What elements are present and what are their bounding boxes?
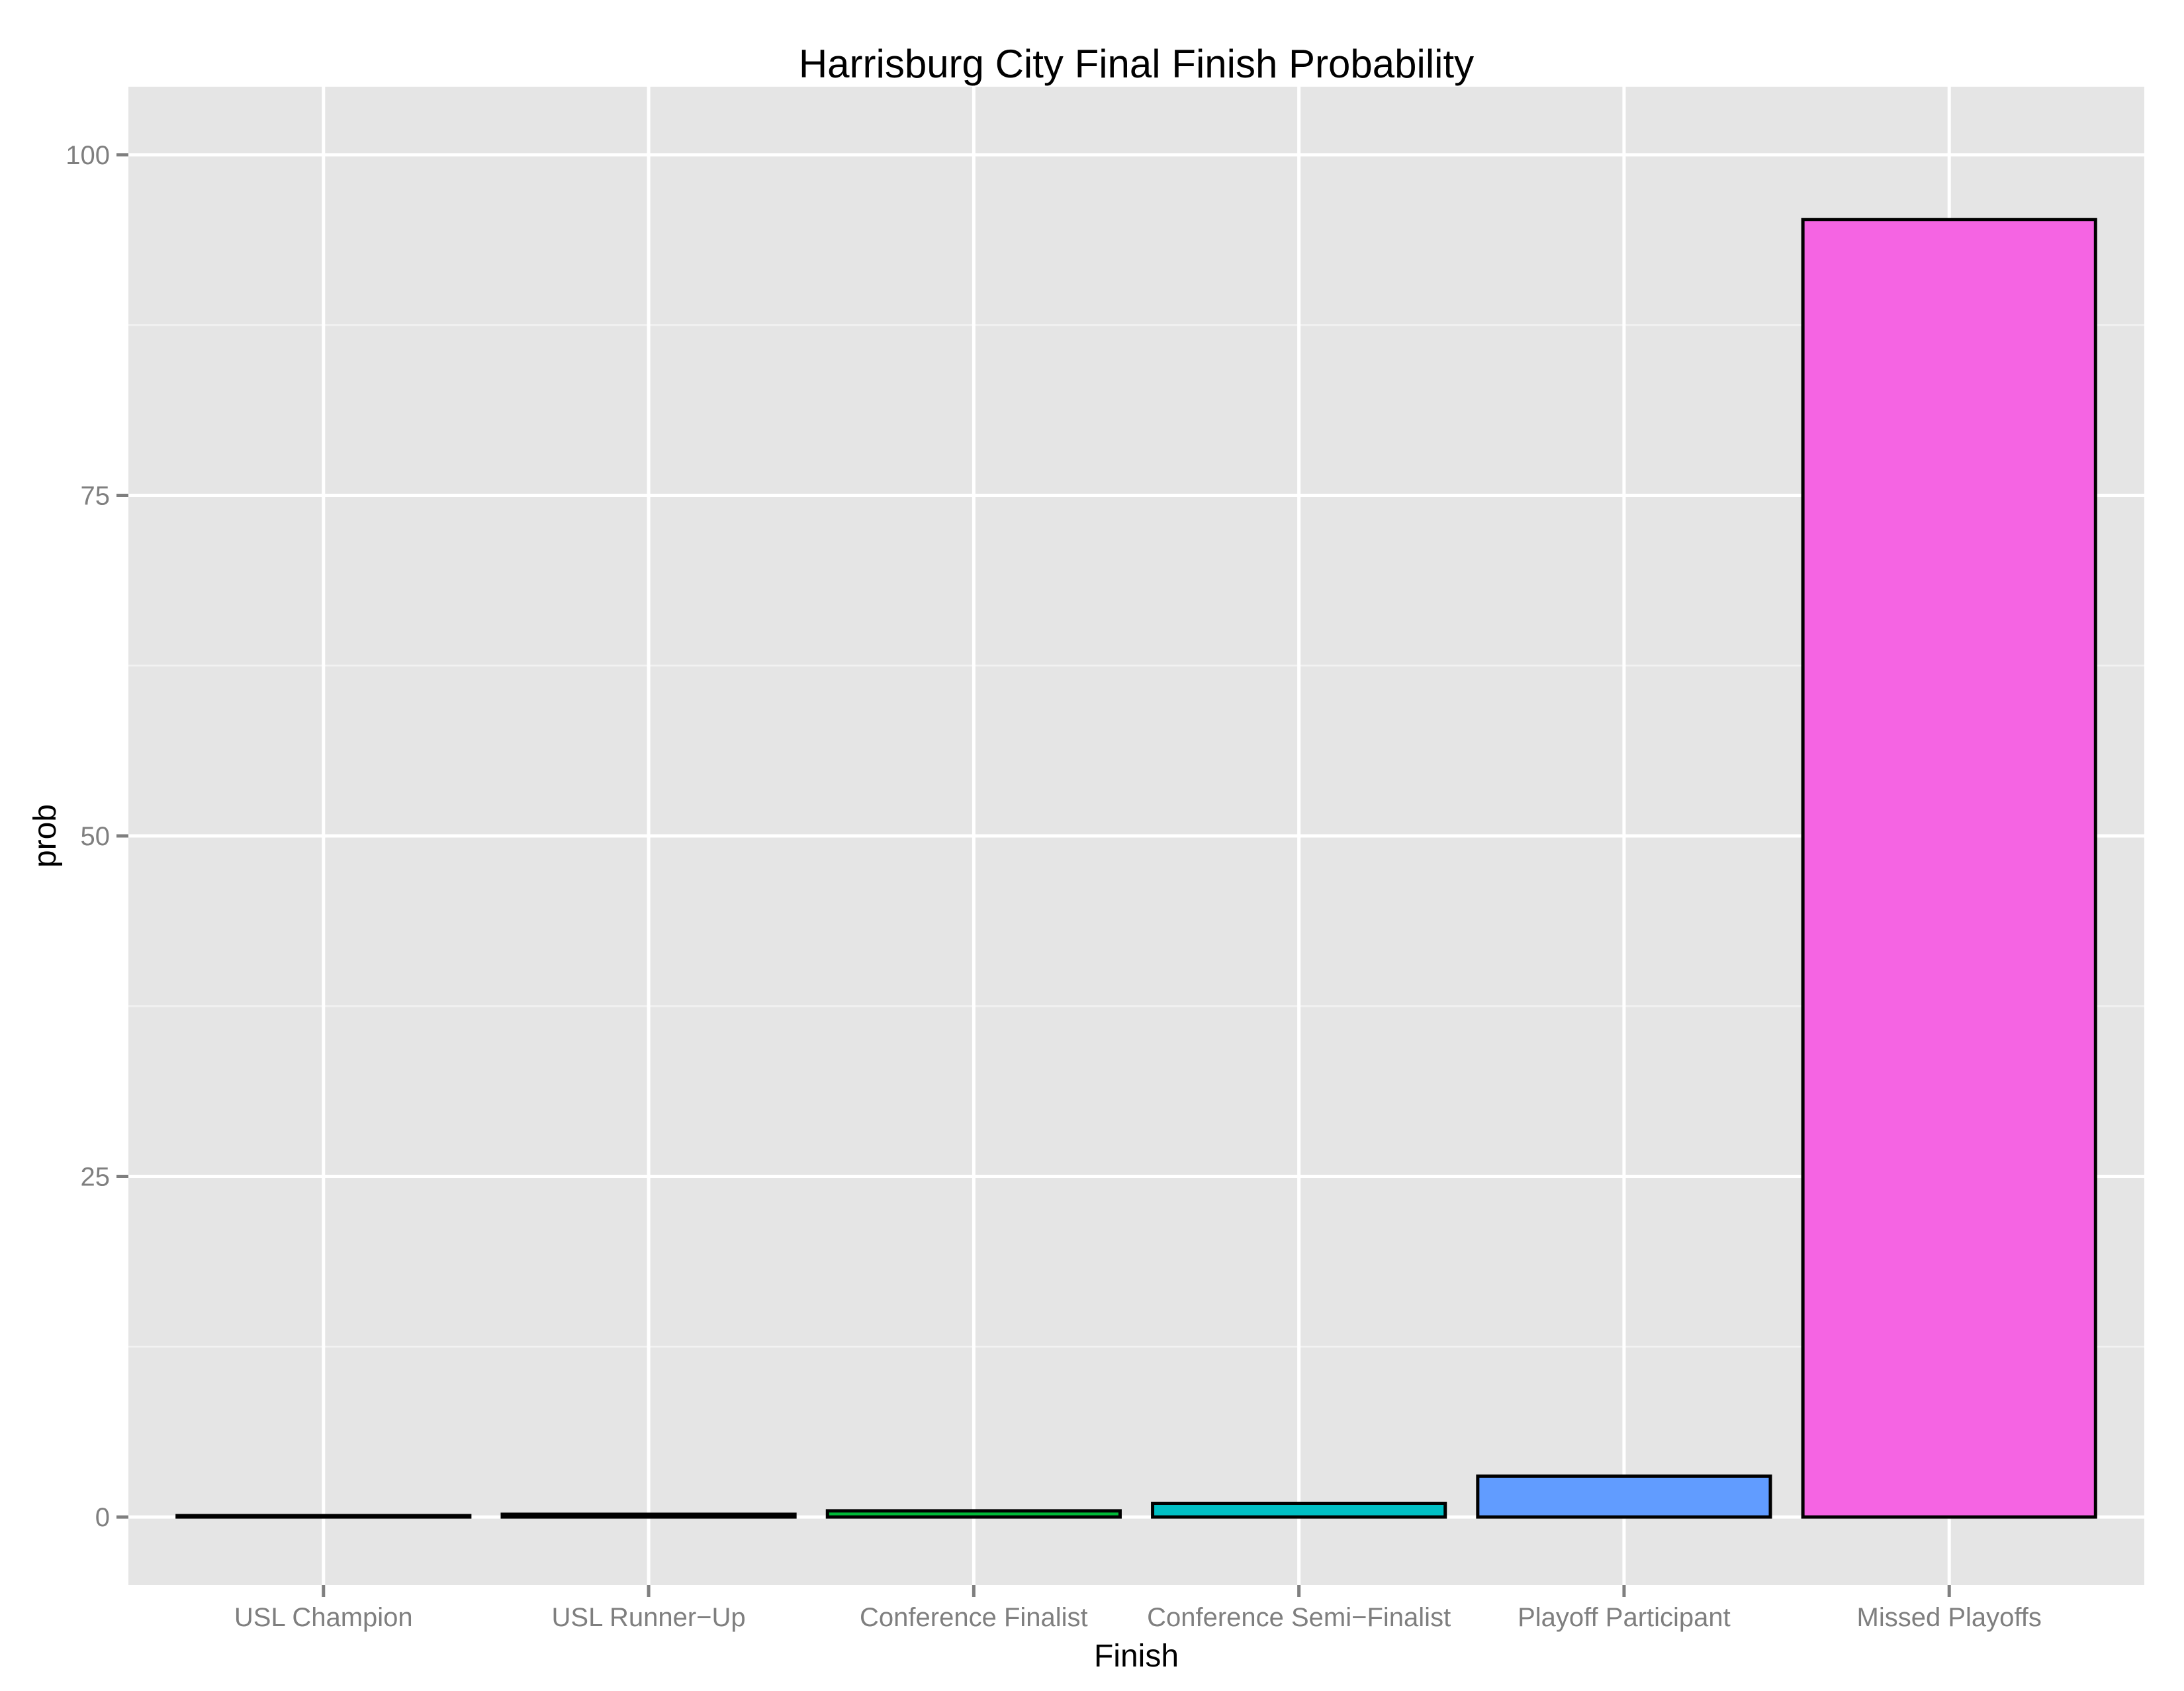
bar [825,1509,1122,1519]
x-tick-label: Conference Semi−Finalist [1147,1603,1451,1632]
y-axis: 0 25 50 75 100 [66,141,128,1532]
y-tick-label: 100 [66,141,110,170]
x-tick-label: Conference Finalist [860,1603,1088,1632]
x-axis-title: Finish [1094,1639,1179,1674]
x-tick-label: USL Champion [234,1603,413,1632]
y-tick-label: 0 [95,1503,110,1532]
bar [500,1512,797,1519]
bars [175,218,2097,1519]
bar [175,1514,472,1519]
x-tick-label: Missed Playoffs [1857,1603,2042,1632]
bar [1151,1502,1447,1519]
y-tick-label: 25 [81,1163,111,1192]
y-tick-label: 75 [81,481,111,510]
x-axis: USL Champion USL Runner−Up Conference Fina… [234,1585,2042,1632]
x-tick-label: Playoff Participant [1518,1603,1731,1632]
y-tick-label: 50 [81,822,111,851]
bar [1476,1474,1772,1519]
y-axis-title: prob [28,804,63,868]
chart-title: Harrisburg City Final Finish Probability [799,42,1474,86]
x-tick-label: USL Runner−Up [552,1603,746,1632]
bar [1801,218,2097,1519]
